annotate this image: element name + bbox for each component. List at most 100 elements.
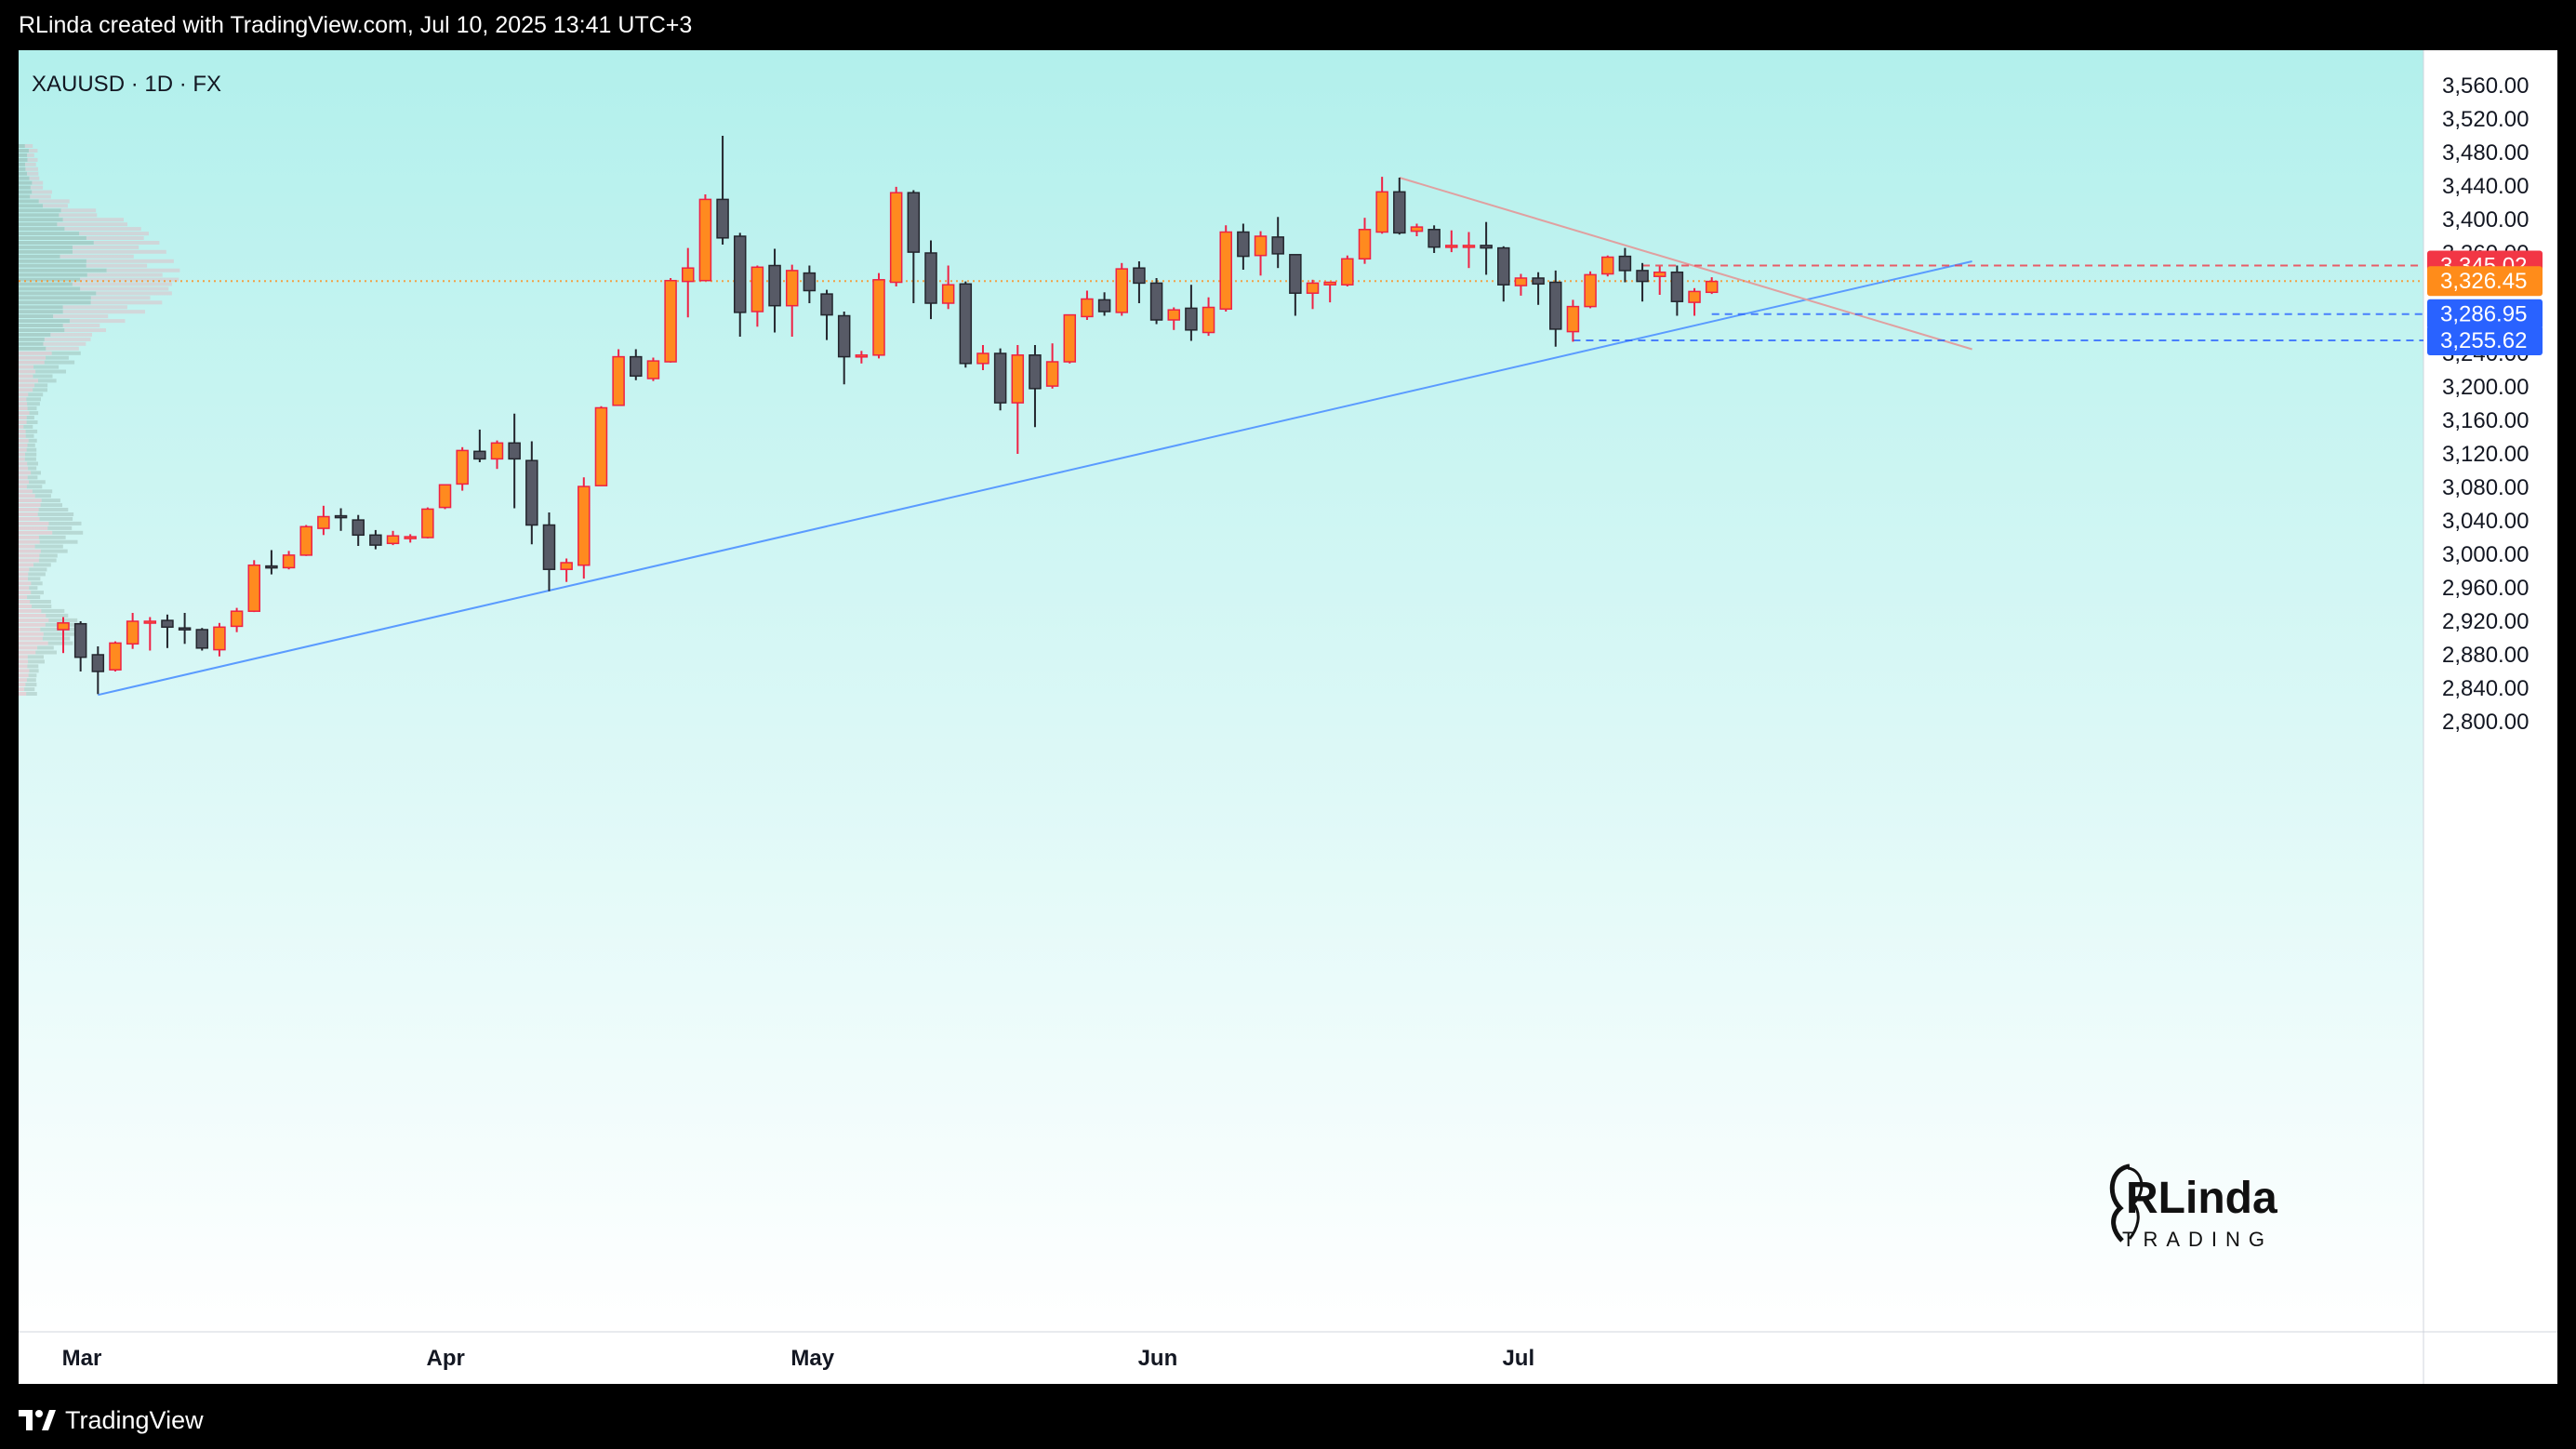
candle[interactable] (1029, 345, 1042, 428)
candle[interactable] (525, 441, 538, 545)
candle[interactable] (768, 248, 781, 333)
candle[interactable] (594, 405, 608, 486)
candle[interactable] (213, 622, 226, 657)
candle[interactable] (1549, 270, 1562, 347)
candle[interactable] (785, 264, 799, 337)
candle[interactable] (698, 194, 712, 282)
candle[interactable] (1185, 285, 1198, 341)
candle[interactable] (1514, 273, 1528, 296)
candle[interactable] (1133, 261, 1146, 303)
candle[interactable] (1393, 178, 1406, 235)
candle[interactable] (1497, 246, 1510, 302)
candle[interactable] (1289, 254, 1302, 316)
candle[interactable] (282, 551, 296, 570)
symbol-title[interactable]: XAUUSD · 1D · FX (32, 72, 221, 97)
candle[interactable] (872, 273, 885, 359)
candle[interactable] (959, 281, 973, 368)
candle[interactable] (1480, 221, 1493, 275)
candle[interactable] (993, 348, 1007, 411)
candle[interactable] (716, 136, 729, 245)
time-axis[interactable]: Mar Apr May Jun Jul (62, 1346, 1534, 1371)
candle[interactable] (837, 312, 851, 385)
candle[interactable] (143, 617, 157, 651)
candle[interactable] (1149, 278, 1163, 325)
candle[interactable] (1081, 290, 1094, 321)
candle[interactable] (352, 514, 365, 546)
candle[interactable] (924, 240, 937, 320)
candle[interactable] (473, 429, 486, 462)
candle[interactable] (1011, 345, 1025, 454)
candle[interactable] (803, 265, 817, 304)
candle[interactable] (542, 512, 556, 592)
candle[interactable] (560, 558, 573, 582)
candle[interactable] (646, 357, 660, 381)
candle[interactable] (438, 484, 452, 510)
candle[interactable] (664, 278, 677, 363)
footer-bar[interactable]: TradingView (0, 1391, 2576, 1449)
candle[interactable] (369, 529, 382, 550)
candle[interactable] (126, 613, 139, 649)
candle[interactable] (1341, 255, 1354, 286)
chart-frame[interactable]: 2,800.00 2,840.00 2,880.00 2,920.00 2,960.00… (19, 50, 2557, 1384)
candle[interactable] (682, 247, 695, 318)
candle[interactable] (386, 530, 400, 546)
candle[interactable] (73, 621, 87, 671)
candle[interactable] (456, 446, 469, 491)
candle[interactable] (1670, 265, 1684, 316)
candle[interactable] (91, 646, 105, 695)
candle[interactable] (976, 345, 989, 370)
candle[interactable] (1097, 292, 1111, 316)
candle[interactable] (855, 351, 869, 364)
candle[interactable] (317, 505, 330, 536)
candle[interactable] (907, 190, 921, 304)
candle[interactable] (1323, 281, 1336, 303)
candlestick-chart[interactable]: 2,800.00 2,840.00 2,880.00 2,920.00 2,960.00… (19, 50, 2557, 1384)
candle[interactable] (1653, 266, 1666, 295)
candle[interactable] (1532, 272, 1545, 305)
candle[interactable] (612, 349, 625, 406)
candle[interactable] (578, 477, 591, 579)
candle[interactable] (889, 186, 903, 286)
candle[interactable] (630, 349, 643, 380)
candle[interactable] (1566, 299, 1580, 342)
candle[interactable] (195, 628, 209, 651)
candle[interactable] (1445, 230, 1458, 253)
candle[interactable] (265, 550, 278, 575)
candle[interactable] (1584, 271, 1597, 309)
candle[interactable] (1306, 279, 1320, 310)
candle[interactable] (1271, 217, 1284, 269)
candle[interactable] (57, 617, 70, 654)
candle[interactable] (1045, 343, 1059, 389)
candle[interactable] (1202, 297, 1215, 337)
candle[interactable] (941, 265, 955, 310)
candle[interactable] (508, 413, 521, 509)
candle[interactable] (1237, 223, 1250, 271)
candle[interactable] (421, 507, 434, 538)
candle[interactable] (299, 525, 312, 556)
candle[interactable] (820, 289, 833, 340)
candle[interactable] (1410, 223, 1424, 237)
candle[interactable] (404, 534, 417, 543)
candle[interactable] (490, 440, 504, 470)
candle[interactable] (1600, 255, 1614, 277)
candle[interactable] (161, 614, 174, 648)
footer-brand[interactable]: TradingView (65, 1405, 204, 1434)
candle[interactable] (733, 233, 747, 337)
candle[interactable] (1063, 313, 1077, 364)
candle[interactable] (1375, 177, 1388, 234)
candle[interactable] (247, 560, 261, 613)
candle[interactable] (109, 641, 122, 671)
candle[interactable] (230, 607, 244, 632)
candle[interactable] (1462, 232, 1476, 269)
candle[interactable] (1115, 262, 1129, 316)
candle[interactable] (750, 265, 764, 327)
candle[interactable] (1427, 225, 1441, 253)
candle[interactable] (1636, 262, 1649, 302)
candle[interactable] (1705, 277, 1719, 295)
price-axis[interactable]: 2,800.00 2,840.00 2,880.00 2,920.00 2,960.00… (2442, 73, 2529, 735)
candle[interactable] (1618, 247, 1632, 283)
candle[interactable] (1167, 307, 1180, 330)
candle[interactable] (334, 508, 348, 531)
candles[interactable] (57, 136, 1719, 695)
candle[interactable] (1254, 231, 1268, 276)
